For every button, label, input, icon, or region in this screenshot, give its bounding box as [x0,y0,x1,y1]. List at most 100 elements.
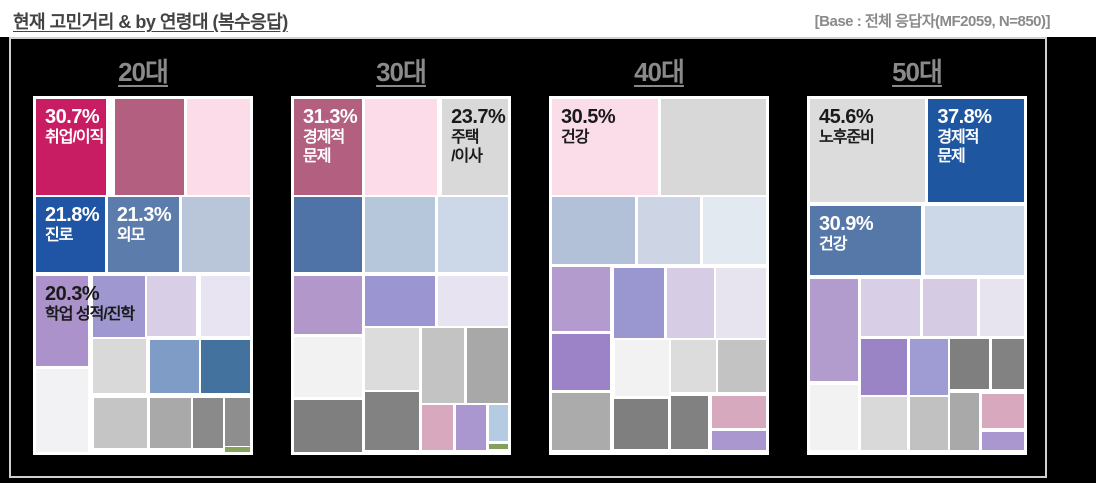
treemap-tile [552,333,610,390]
treemap-tile [93,339,147,393]
treemap-tile-labeled: 23.7% 주택 /이사 [442,99,508,196]
tile-label: 건강 [561,129,589,146]
treemap-tile [294,336,363,397]
tile-label: 주택 /이사 [451,129,483,165]
treemap-tile [712,430,766,450]
treemap-tile [365,197,435,273]
panel-title-age-group-3: 40대 [634,57,685,87]
treemap-tile [981,431,1024,451]
page-title: 현재 고민거리 & by 연령대 (복수응답) [13,12,288,32]
panel-title-age-group-2: 30대 [376,57,427,87]
treemap-tile [670,339,716,392]
treemap-tile [294,399,363,452]
treemap-tile [712,395,766,428]
treemap-panel-3: 30.5% 건강 [549,96,769,455]
treemap-tile-labeled: 30.7% 취업/이직 [36,99,106,196]
treemap-tile [438,197,508,273]
tile-label: 경제적 문제 [937,129,979,165]
treemap-tile [909,338,948,395]
panel-title-age-group-4: 50대 [892,57,943,87]
treemap-tile [949,338,990,389]
tile-area: 30.5% 건강 [552,99,766,452]
header: 현재 고민거리 & by 연령대 (복수응답) [Base : 전체 응답자(M… [0,0,1096,37]
treemap-tile [488,404,508,441]
tile-label: 노후준비 [819,129,875,146]
treemap-tile [488,444,508,450]
treemap-tile-labeled: 21.8% 진로 [36,197,105,273]
treemap-tile [365,275,435,326]
treemap-tile [981,393,1024,428]
tile-label: 취업/이직 [45,129,104,146]
treemap-tile [421,328,464,403]
tile-label: 학업 성적/진학 [45,305,135,323]
treemap-tile [660,99,766,196]
treemap-tile [992,338,1024,389]
tile-area: 45.6% 노후준비 37.8% 경제적 문제 30.9% 건강 [810,99,1024,452]
treemap-tile [225,447,250,452]
treemap-panel-1: 30.7% 취업/이직 21.8% 진로 21.3% 외모 20.3% 학업 성적/진학 [33,96,253,455]
treemap-tile [614,339,669,396]
tile-value: 23.7% [451,106,506,128]
treemap-tile [365,328,419,390]
treemap-tile [147,275,197,336]
treemap-tile [187,99,250,196]
treemap-tile [949,392,979,451]
tile-value: 21.8% [45,204,100,227]
tile-label: 진로 [45,227,73,245]
treemap-tile [93,397,148,449]
treemap-tile [466,328,508,403]
tile-label: 건강 [819,236,847,254]
treemap-tile [294,275,363,334]
treemap-tile [638,197,701,265]
treemap-tile-labeled: 45.6% 노후준비 [810,99,926,203]
treemap-tile [149,397,191,449]
tile-value: 30.5% [561,106,616,128]
treemap-tile [861,338,907,395]
treemap-tile [614,398,668,449]
treemap-tile [925,206,1024,276]
treemap-tile [923,279,977,337]
treemap-tile [294,197,363,273]
treemap-tile [552,267,610,331]
tile-label: 외모 [116,227,145,245]
treemap-tile-labeled: 31.3% 경제적 문제 [294,99,363,196]
treemap-tile-labeled: 21.3% 외모 [107,197,179,273]
tile-value: 21.3% [116,204,172,227]
tile-value: 30.7% [45,106,100,128]
treemap-tile [979,279,1024,337]
treemap-tile [670,395,708,450]
treemap-board: 20대 30.7% 취업/이직 21.8% 진로 21.3% 외모 20.3% 학업 성적/진학… [9,37,1047,478]
treemap-tile [36,369,88,452]
treemap-tile-labeled: 30.9% 건강 [810,206,922,276]
tile-value: 31.3% [303,106,358,128]
tile-label: 경제적 문제 [303,129,345,165]
treemap-tile [861,279,920,337]
tile-area: 30.7% 취업/이직 21.8% 진로 21.3% 외모 20.3% 학업 성적/진학 [36,99,250,452]
treemap-tile [614,268,665,338]
treemap-tile [718,339,766,392]
treemap-tile [666,268,714,338]
treemap-tile [909,396,948,451]
tile-value: 20.3% [45,282,100,305]
treemap-tile [861,396,907,451]
treemap-tile [810,279,859,382]
treemap-tile [93,275,145,337]
treemap-tile-labeled: 30.5% 건강 [552,99,658,196]
treemap-tile [201,275,250,336]
treemap-tile [552,197,636,265]
tile-area: 31.3% 경제적 문제 23.7% 주택 /이사 [294,99,508,452]
tile-value: 37.8% [937,106,992,128]
treemap-tile [455,404,486,450]
treemap-tile [810,384,859,451]
treemap-tile [552,392,610,450]
treemap-tile [114,99,184,196]
treemap-tile [438,275,508,326]
treemap-tile [225,397,250,446]
treemap-tile [715,268,766,338]
treemap-panel-4: 45.6% 노후준비 37.8% 경제적 문제 30.9% 건강 [807,96,1027,455]
treemap-tile [193,397,224,449]
treemap-tile [421,404,453,450]
tile-value: 45.6% [819,106,874,128]
treemap-tile [181,197,250,273]
